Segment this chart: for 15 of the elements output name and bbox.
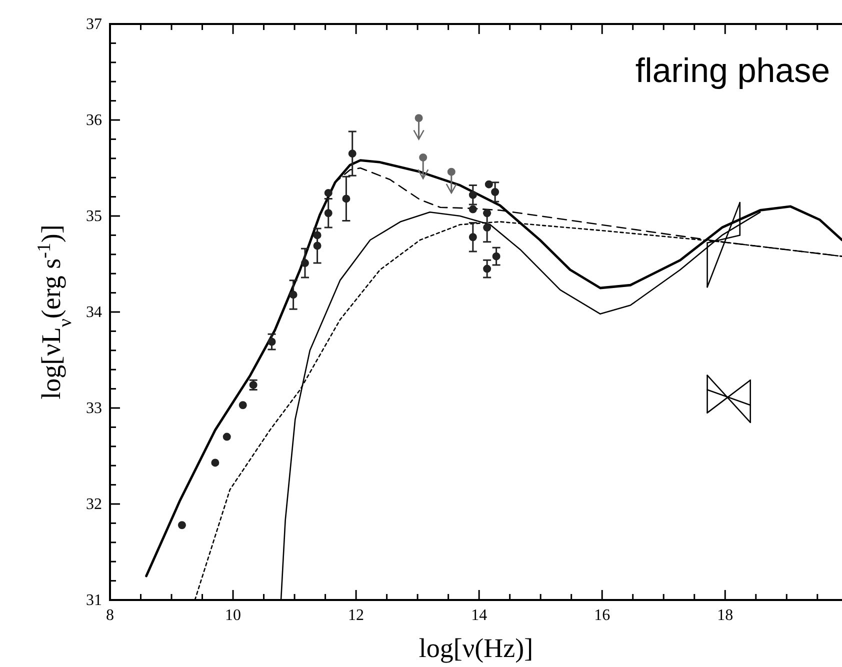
y-tick-label: 34: [86, 304, 102, 321]
y-tick-label: 32: [86, 496, 102, 513]
y-tick-label: 33: [86, 400, 102, 417]
y-tick-label: 37: [86, 16, 102, 33]
annotation: flaring phase: [635, 52, 830, 90]
x-axis-title: log[ν(Hz)]: [418, 633, 534, 663]
y-tick-label: 35: [86, 208, 102, 225]
x-tick-label: 14: [471, 607, 488, 624]
x-tick-label: 16: [594, 607, 610, 624]
x-tick-label: 12: [348, 607, 364, 624]
x-tick-label: 8: [106, 607, 114, 624]
y-tick-label: 36: [86, 112, 102, 129]
y-tick-label: 31: [86, 592, 102, 609]
x-tick-label: 10: [225, 607, 242, 624]
x-tick-label: 18: [717, 607, 734, 624]
